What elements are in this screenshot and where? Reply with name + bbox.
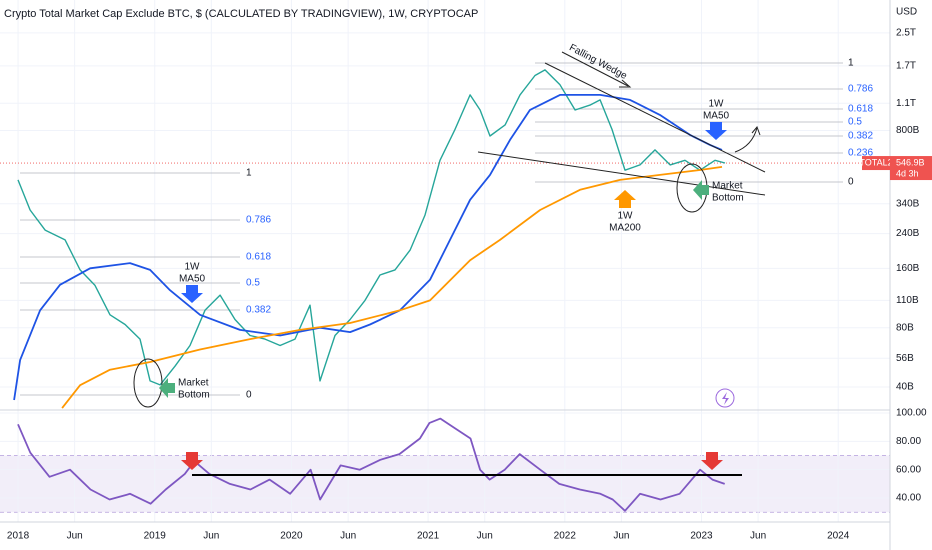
arrow-down: [181, 452, 203, 470]
y-tick-label: 80.00: [896, 436, 921, 447]
y-tick-label: 56B: [896, 353, 914, 364]
annotation: MA200: [609, 223, 641, 234]
x-tick-label: Jun: [613, 531, 629, 542]
fib-label: 0: [848, 177, 854, 188]
y-tick-label: 60.00: [896, 464, 921, 475]
x-tick-label: Jun: [477, 531, 493, 542]
y-tick-label: 240B: [896, 228, 920, 239]
fib-label: 0.382: [246, 305, 271, 316]
x-tick-label: 2020: [280, 531, 303, 542]
y-tick-label: 340B: [896, 198, 920, 209]
y-tick-label: 1.7T: [896, 61, 916, 72]
fib-label: 0.5: [246, 278, 260, 289]
wedge-arrow: [561, 51, 629, 87]
arrow-up: [614, 190, 636, 208]
annotation: Market: [178, 378, 209, 389]
fib-label: 0.786: [246, 215, 271, 226]
fib-label: 1: [848, 58, 854, 69]
annotation: 1W: [709, 99, 725, 110]
annotation: MA50: [703, 111, 730, 122]
annotation: 1W: [618, 211, 634, 222]
y-tick-label: 80B: [896, 322, 914, 333]
annotation: Bottom: [712, 193, 744, 204]
series-line: [17, 69, 726, 386]
x-tick-label: 2021: [417, 531, 440, 542]
fib-label: 0.786: [848, 84, 873, 95]
x-tick-label: 2022: [554, 531, 577, 542]
y-tick-label: 100.00: [896, 408, 927, 419]
x-tick-label: Jun: [67, 531, 83, 542]
series-line: [61, 166, 723, 409]
series-line: [17, 417, 725, 512]
annotation: Market: [712, 181, 743, 192]
y-tick-label: 160B: [896, 263, 920, 274]
fib-label: 0.236: [848, 148, 873, 159]
x-tick-label: Jun: [340, 531, 356, 542]
y-tick-label: 1.1T: [896, 98, 916, 109]
annotation: MA50: [179, 274, 206, 285]
bottom-circle: [133, 358, 163, 408]
x-tick-label: 2024: [827, 531, 850, 542]
arrow-down: [701, 452, 723, 470]
last-price-label: 546.9B: [896, 157, 925, 167]
x-tick-label: 2019: [144, 531, 167, 542]
fib-label: 0.382: [848, 131, 873, 142]
x-tick-label: 2023: [690, 531, 713, 542]
chart-title: Crypto Total Market Cap Exclude BTC, $ (…: [4, 8, 478, 20]
fib-label: 0.618: [848, 104, 873, 115]
fib-label: 0.618: [246, 252, 271, 263]
wedge-lower: [477, 151, 766, 196]
annotation: 1W: [185, 262, 201, 273]
y-tick-label: 40B: [896, 382, 914, 393]
breakout-arrow-head: [751, 126, 761, 136]
fib-label: 0.5: [848, 117, 862, 128]
arrow-down: [181, 285, 203, 303]
y-tick-label: 800B: [896, 125, 920, 136]
wedge-arrow-head: [619, 79, 632, 88]
price-badge: [890, 156, 932, 181]
rsi-band: [0, 455, 890, 513]
arrow-down: [705, 122, 727, 140]
x-tick-label: Jun: [750, 531, 766, 542]
y-tick-label: 110B: [896, 295, 919, 306]
grid-layer: [0, 0, 890, 522]
fib-label: 0: [246, 390, 252, 401]
wedge-upper: [544, 62, 766, 173]
y-tick-label: 2.5T: [896, 28, 916, 39]
annotation: Bottom: [178, 390, 210, 401]
arrow-left: [159, 378, 175, 398]
countdown: 4d 3h: [896, 168, 919, 178]
series-name: TOTAL2: [859, 157, 892, 167]
y-tick-label: 40.00: [896, 493, 921, 504]
x-tick-label: Jun: [203, 531, 219, 542]
x-tick-label: 2018: [7, 531, 30, 542]
fib-label: 1: [246, 168, 252, 179]
series-badge: [862, 156, 890, 171]
fib-layer: 1 0.786 0.618 0.5 0.382 0 1 0.786 0.618 0.5 0.382 0…: [20, 58, 873, 401]
arrow-left: [693, 180, 709, 200]
breakout-arrow: [734, 127, 758, 153]
lightning-glyph: [722, 392, 729, 405]
unit-label: USD: [896, 7, 917, 18]
